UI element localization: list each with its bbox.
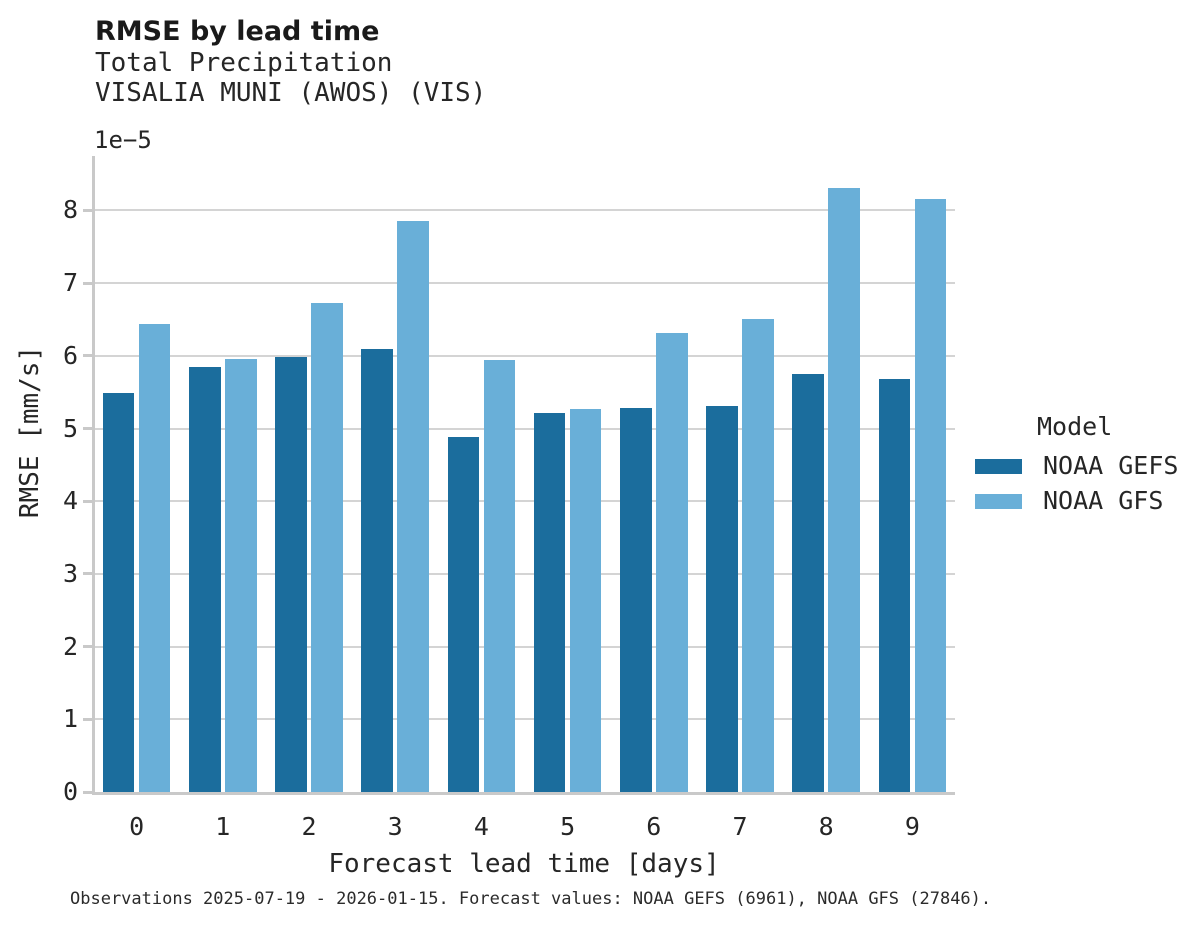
y-tick-1	[83, 717, 92, 721]
bar-noaa-gefs-day-2	[275, 356, 307, 792]
x-tick-label-5: 5	[560, 812, 576, 841]
bar-noaa-gfs-day-6	[656, 332, 688, 792]
gridline-y-4	[95, 500, 955, 503]
x-tick-label-2: 2	[301, 812, 317, 841]
legend-swatch-noaa-gfs	[975, 493, 1022, 509]
y-tick-8	[83, 208, 92, 212]
bar-noaa-gfs-day-0	[138, 323, 171, 792]
y-tick-0	[83, 790, 92, 794]
bar-noaa-gfs-day-2	[311, 302, 343, 792]
x-tick-label-6: 6	[646, 812, 662, 841]
y-tick-label-8: 8	[62, 195, 78, 225]
y-tick-label-5: 5	[62, 413, 78, 443]
chart-subtitle-station: VISALIA MUNI (AWOS) (VIS)	[95, 78, 487, 108]
x-axis-line	[92, 792, 955, 795]
y-axis-spine	[92, 156, 95, 795]
gridline-y-1	[95, 718, 955, 721]
x-tick-label-4: 4	[473, 812, 489, 841]
gridline-y-5	[95, 427, 955, 430]
y-tick-label-4: 4	[62, 486, 78, 516]
bar-noaa-gefs-day-1	[189, 366, 221, 792]
legend: Model NOAA GEFS NOAA GFS	[975, 414, 1178, 514]
legend-swatch-noaa-gefs	[975, 458, 1022, 474]
bar-noaa-gefs-day-7	[706, 405, 738, 792]
y-tick-label-1: 1	[62, 704, 78, 734]
gridline-y-2	[95, 645, 955, 648]
footer-note: Observations 2025-07-19 - 2026-01-15. Fo…	[70, 889, 992, 909]
bar-noaa-gefs-day-6	[620, 408, 652, 792]
y-tick-label-3: 3	[62, 558, 78, 588]
gridline-y-8	[95, 209, 955, 212]
x-tick-label-1: 1	[215, 812, 231, 841]
y-tick-label-0: 0	[62, 777, 78, 806]
y-tick-5	[83, 427, 92, 430]
legend-label-noaa-gfs: NOAA GFS	[1043, 486, 1164, 515]
bar-noaa-gfs-day-8	[828, 187, 860, 792]
y-tick-label-2: 2	[62, 631, 78, 661]
bar-noaa-gfs-day-9	[914, 198, 947, 792]
chart-title: RMSE by lead time	[95, 16, 380, 47]
gridline-y-3	[95, 572, 955, 575]
gridline-y-6	[95, 354, 955, 357]
bar-noaa-gefs-day-4	[447, 437, 480, 792]
bar-noaa-gfs-day-3	[397, 221, 429, 792]
y-tick-2	[83, 645, 92, 649]
bar-noaa-gfs-day-4	[483, 360, 516, 792]
x-tick-label-9: 9	[904, 812, 920, 841]
y-tick-3	[83, 572, 92, 576]
bar-noaa-gefs-day-8	[792, 373, 824, 792]
y-tick-label-7: 7	[62, 268, 78, 298]
legend-item-noaa-gfs: NOAA GFS	[975, 488, 1178, 514]
x-tick-label-8: 8	[818, 812, 834, 841]
bar-noaa-gefs-day-5	[533, 412, 566, 792]
y-tick-6	[83, 354, 92, 358]
x-axis-title: Forecast lead time [days]	[328, 849, 720, 879]
bar-noaa-gfs-day-7	[742, 318, 774, 792]
bar-noaa-gefs-day-9	[878, 379, 911, 792]
gridline-y-7	[95, 282, 955, 285]
bar-noaa-gefs-day-0	[102, 392, 135, 792]
y-tick-label-6: 6	[62, 340, 78, 370]
legend-title: Model	[1037, 412, 1113, 441]
y-tick-7	[83, 281, 92, 285]
y-axis-offset-label: 1e−5	[94, 126, 152, 154]
bar-noaa-gfs-day-5	[569, 408, 602, 792]
legend-item-noaa-gefs: NOAA GEFS	[975, 453, 1178, 479]
bar-noaa-gfs-day-1	[225, 358, 257, 792]
x-tick-label-0: 0	[129, 812, 145, 841]
chart-subtitle-variable: Total Precipitation	[95, 48, 393, 78]
legend-label-noaa-gefs: NOAA GEFS	[1043, 451, 1179, 480]
x-tick-label-7: 7	[732, 812, 748, 841]
y-tick-4	[83, 499, 92, 503]
bar-noaa-gefs-day-3	[361, 348, 393, 792]
x-tick-label-3: 3	[387, 812, 403, 841]
